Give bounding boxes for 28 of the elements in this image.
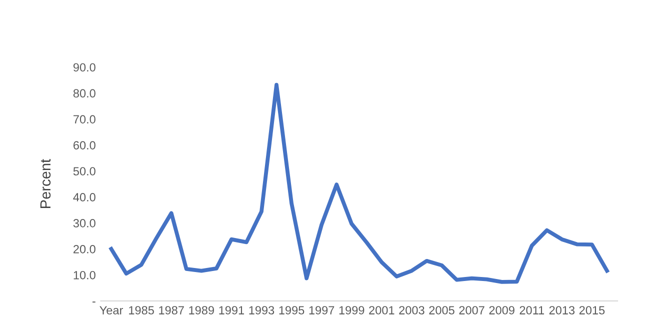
y-tick-label: 10.0 (74, 270, 96, 280)
x-tick-label: 2007 (459, 306, 484, 314)
x-tick-label: 2005 (429, 306, 454, 314)
x-tick-label: 1989 (189, 306, 214, 314)
y-tick-label: 50.0 (73, 167, 96, 176)
x-tick-label: 2013 (549, 306, 575, 314)
y-tick-label: 70.0 (74, 115, 96, 124)
x-tick-label: 2011 (520, 306, 544, 314)
y-tick-label: 20.0 (74, 244, 96, 254)
line-series (109, 82, 609, 284)
x-tick-label: 2015 (579, 306, 605, 314)
x-tick-label: 1999 (339, 306, 364, 314)
x-tick-label: 1993 (249, 306, 274, 314)
x-tick-label: 1995 (279, 306, 304, 314)
y-tick-label: 60.0 (74, 141, 96, 150)
x-tick-label: 1985 (129, 306, 154, 314)
y-tick-label: 90.0 (73, 63, 96, 72)
y-tick-label: 80.0 (73, 89, 96, 98)
x-tick-label: 1987 (159, 306, 184, 314)
y-tick-label: 40.0 (73, 193, 96, 202)
x-tick-label: Year (100, 306, 123, 314)
x-tick-label: 1997 (309, 306, 334, 314)
y-axis-title: Percent (40, 159, 51, 208)
x-tick-label: 2001 (369, 306, 394, 314)
y-tick-label: 30.0 (73, 219, 96, 228)
x-tick-label: 2003 (399, 306, 424, 314)
x-tick-label: 1991 (219, 306, 244, 314)
x-tick-label: 2009 (489, 306, 514, 314)
